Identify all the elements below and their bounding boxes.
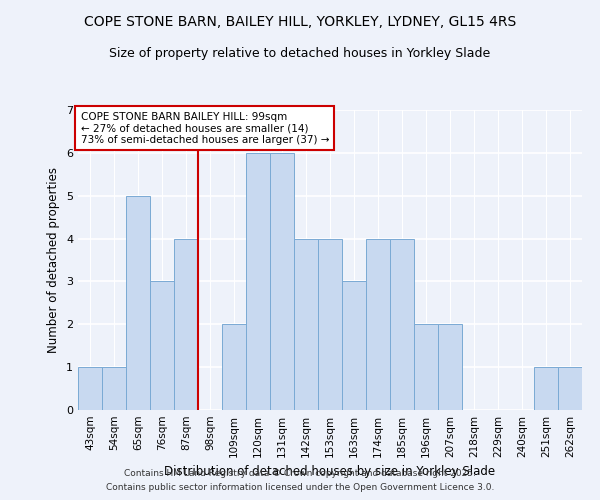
X-axis label: Distribution of detached houses by size in Yorkley Slade: Distribution of detached houses by size … bbox=[164, 466, 496, 478]
Text: Contains HM Land Registry data © Crown copyright and database right 2025.: Contains HM Land Registry data © Crown c… bbox=[124, 468, 476, 477]
Bar bbox=[558, 367, 582, 410]
Text: COPE STONE BARN, BAILEY HILL, YORKLEY, LYDNEY, GL15 4RS: COPE STONE BARN, BAILEY HILL, YORKLEY, L… bbox=[84, 15, 516, 29]
Text: COPE STONE BARN BAILEY HILL: 99sqm
← 27% of detached houses are smaller (14)
73%: COPE STONE BARN BAILEY HILL: 99sqm ← 27%… bbox=[80, 112, 329, 144]
Bar bbox=[246, 153, 270, 410]
Bar bbox=[414, 324, 438, 410]
Bar bbox=[534, 367, 558, 410]
Bar bbox=[342, 282, 366, 410]
Bar bbox=[366, 238, 390, 410]
Bar bbox=[318, 238, 342, 410]
Bar bbox=[174, 238, 198, 410]
Bar bbox=[222, 324, 246, 410]
Bar bbox=[150, 282, 174, 410]
Bar bbox=[102, 367, 126, 410]
Text: Size of property relative to detached houses in Yorkley Slade: Size of property relative to detached ho… bbox=[109, 48, 491, 60]
Y-axis label: Number of detached properties: Number of detached properties bbox=[47, 167, 61, 353]
Bar bbox=[270, 153, 294, 410]
Text: Contains public sector information licensed under the Open Government Licence 3.: Contains public sector information licen… bbox=[106, 484, 494, 492]
Bar bbox=[126, 196, 150, 410]
Bar bbox=[438, 324, 462, 410]
Bar bbox=[294, 238, 318, 410]
Bar bbox=[390, 238, 414, 410]
Bar bbox=[78, 367, 102, 410]
